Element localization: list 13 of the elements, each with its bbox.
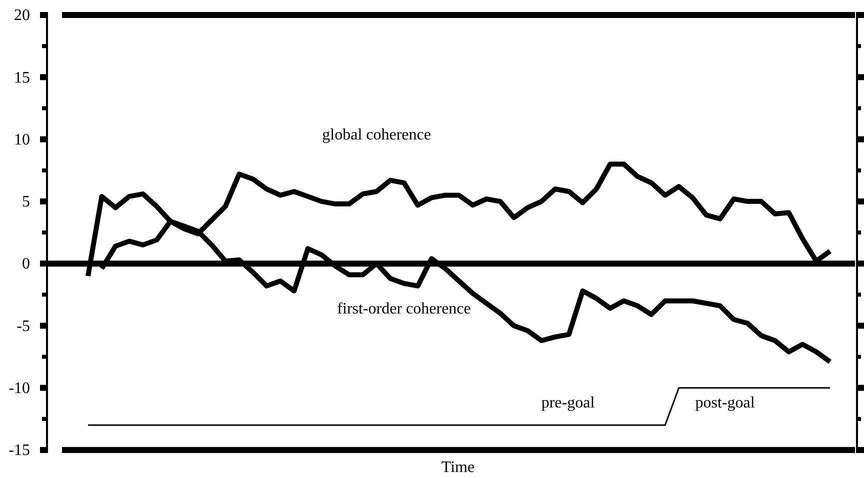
y-tick-label: -5 [16,318,30,335]
annotation: pre-goal [541,394,596,412]
y-tick-label: -10 [8,380,30,397]
x-axis-title: Time [441,459,475,476]
annotation: post-goal [695,394,756,412]
text: global coherence [322,126,431,144]
y-tick-label: 20 [14,7,30,24]
y-tick-label: -15 [8,442,30,460]
y-tick-label: 0 [22,256,30,273]
y-tick-label: 5 [22,194,30,211]
y-tick-label: 15 [14,69,30,86]
y-tick-label: 10 [14,131,30,148]
series-label: first-order coherence [337,300,471,318]
